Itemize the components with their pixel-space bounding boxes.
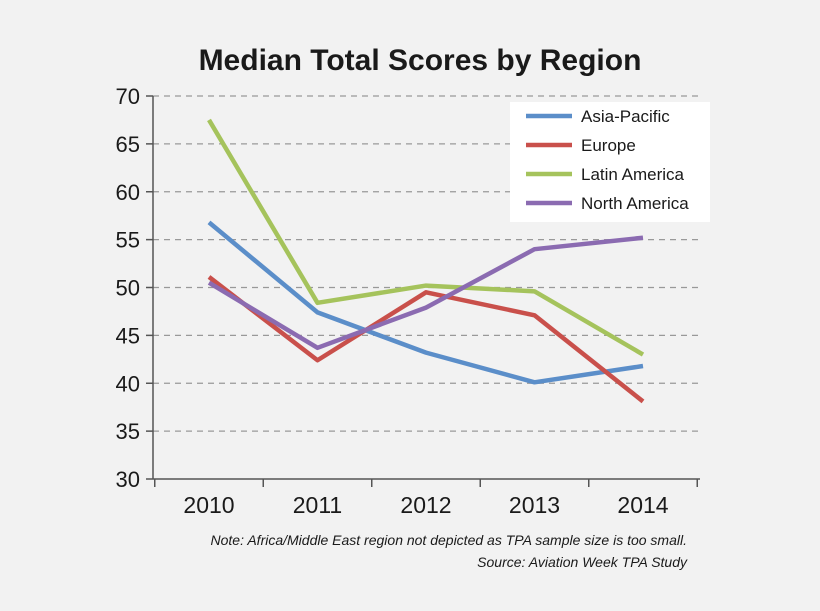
axes: 30 35 40 45 50 55 60 65 70 2010 2011 2012 2013 2014 (116, 84, 700, 518)
legend-label-latin-america: Latin America (581, 165, 685, 184)
x-tick-label-2014: 2014 (617, 492, 668, 518)
legend: Asia-Pacific Europe Latin America North Ame… (510, 102, 710, 222)
y-tick-label-55: 55 (116, 228, 140, 253)
y-tick-label-35: 35 (116, 419, 140, 444)
chart-note: Note: Africa/Middle East region not depi… (211, 532, 687, 548)
y-tick-label-45: 45 (116, 323, 140, 348)
y-tick-label-65: 65 (116, 132, 140, 157)
chart-source: Source: Aviation Week TPA Study (477, 554, 688, 570)
x-tick-label-2010: 2010 (183, 492, 234, 518)
x-tick-label-2013: 2013 (509, 492, 560, 518)
x-tick-label-2011: 2011 (293, 492, 342, 518)
legend-label-asia-pacific: Asia-Pacific (581, 107, 670, 126)
chart-title: Median Total Scores by Region (199, 44, 642, 77)
y-tick-label-70: 70 (116, 84, 140, 109)
x-tick-label-2012: 2012 (400, 492, 451, 518)
y-tick-label-60: 60 (116, 180, 140, 205)
y-tick-label-30: 30 (116, 467, 140, 492)
y-tick-label-50: 50 (116, 276, 140, 301)
series-lines (207, 118, 645, 404)
legend-label-europe: Europe (581, 136, 636, 155)
y-tick-label-40: 40 (116, 371, 140, 396)
legend-label-north-america: North America (581, 194, 689, 213)
